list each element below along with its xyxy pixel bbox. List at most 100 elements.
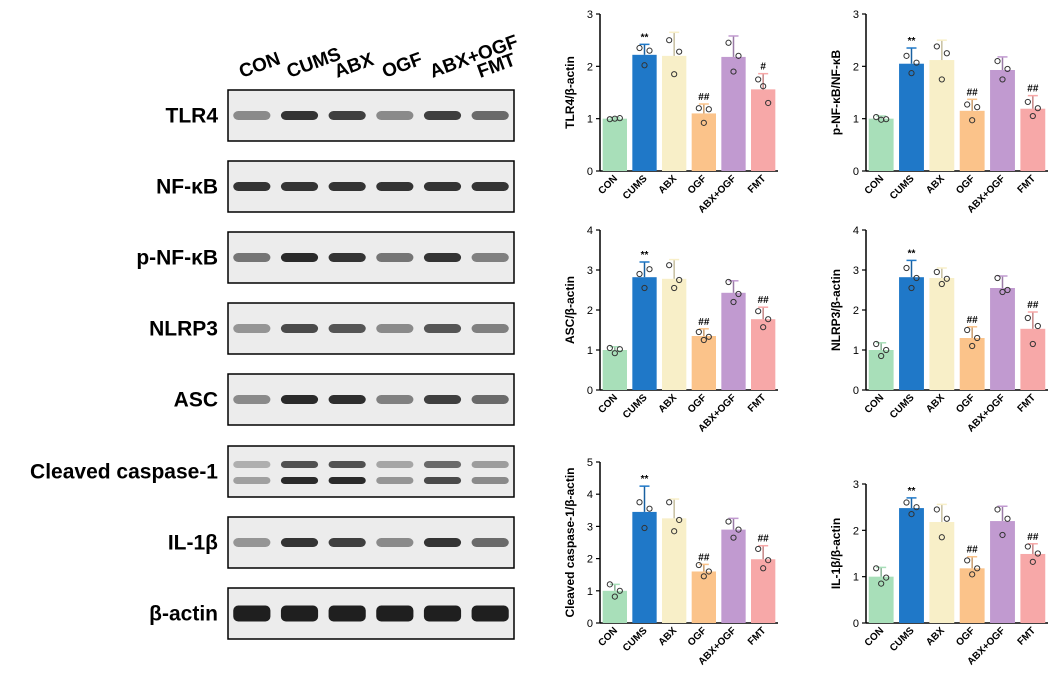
data-point <box>873 565 880 572</box>
significance-cums: ** <box>908 486 916 497</box>
blot-band <box>280 538 319 547</box>
data-point <box>671 71 678 78</box>
x-tick-label-ogf: OGF <box>954 173 977 196</box>
x-tick-label-con: CON <box>863 392 887 416</box>
x-tick-label-cums: CUMS <box>888 392 917 421</box>
data-point <box>994 506 1001 513</box>
data-point <box>943 50 950 57</box>
data-point <box>666 37 673 44</box>
data-point <box>969 571 976 578</box>
y-tick-label: 3 <box>853 265 859 277</box>
significance-cums: ** <box>641 32 649 43</box>
data-point <box>999 288 1006 296</box>
y-tick-label: 2 <box>587 61 593 73</box>
data-point <box>641 62 648 69</box>
blot-band <box>471 324 509 333</box>
data-point <box>913 59 920 66</box>
data-point <box>671 284 678 292</box>
blot-band <box>280 324 319 333</box>
data-point <box>611 593 618 600</box>
data-point <box>700 573 707 580</box>
y-tick-label: 4 <box>853 225 859 237</box>
data-point <box>616 587 623 594</box>
bar-abx <box>662 518 687 623</box>
blot-band <box>328 253 366 262</box>
bar-cums <box>632 54 657 171</box>
x-tick-label-abx: ABX <box>657 173 680 196</box>
data-point <box>606 581 613 588</box>
data-point <box>883 346 890 354</box>
data-point <box>883 116 890 123</box>
data-point <box>725 278 732 286</box>
bar-abx-ogf <box>990 69 1015 171</box>
bar-con <box>602 350 627 390</box>
blot-row-asc: ASC <box>174 373 515 426</box>
data-point <box>908 511 915 518</box>
data-point <box>676 48 683 55</box>
data-point <box>873 340 880 348</box>
blot-band <box>233 111 271 120</box>
data-point <box>676 516 683 524</box>
x-tick-label-fmt: FMT <box>1016 173 1038 195</box>
blot-band <box>423 253 462 262</box>
data-point <box>943 515 950 522</box>
y-tick-label: 2 <box>853 305 859 317</box>
data-point <box>700 336 707 344</box>
significance-fmt: ## <box>758 534 770 545</box>
data-point <box>636 270 643 278</box>
data-point <box>755 76 762 83</box>
blot-membrane <box>227 160 515 213</box>
lane-label-con: CON <box>236 49 283 83</box>
bar-abx <box>662 278 687 390</box>
blot-row-cleaved-caspase-1: Cleaved caspase-1 <box>30 445 515 498</box>
data-point <box>974 334 981 342</box>
data-point <box>969 117 976 124</box>
blot-band <box>328 324 366 333</box>
data-point <box>1024 543 1031 550</box>
blot-band <box>233 253 271 262</box>
bar-ogf <box>959 110 985 171</box>
data-point <box>765 316 772 323</box>
x-tick-label-fmt: FMT <box>746 173 768 195</box>
blot-band <box>280 253 319 262</box>
data-point <box>616 115 623 122</box>
blot-band <box>423 461 462 468</box>
x-tick-label-con: CON <box>863 173 887 197</box>
blot-membrane <box>227 231 515 284</box>
blot-band <box>328 477 366 484</box>
data-point <box>641 524 648 532</box>
data-point <box>636 44 643 52</box>
data-point <box>735 290 742 298</box>
x-tick-label-cums: CUMS <box>621 173 650 202</box>
significance-fmt: ## <box>758 295 770 306</box>
blot-band <box>376 111 414 120</box>
blot-membrane <box>227 89 515 142</box>
bar-fmt <box>1020 553 1046 623</box>
data-point <box>1029 558 1036 565</box>
blot-band <box>280 461 319 468</box>
blot-label-cleaved-caspase-1: Cleaved caspase-1 <box>30 461 218 484</box>
data-point <box>760 565 767 572</box>
significance-ogf: ## <box>967 315 979 326</box>
significance-fmt: ## <box>1027 84 1039 95</box>
data-point <box>755 545 762 553</box>
y-tick-label: 3 <box>853 9 859 21</box>
data-point <box>730 534 737 541</box>
data-point <box>933 268 940 276</box>
data-point <box>725 518 732 525</box>
data-point <box>765 557 772 564</box>
blot-band <box>280 395 319 404</box>
y-tick-label: 1 <box>853 345 859 357</box>
blot-band <box>423 324 462 333</box>
blot-band <box>423 538 462 547</box>
bar-cums <box>632 277 657 390</box>
data-point <box>606 344 613 352</box>
data-point <box>671 528 678 535</box>
data-point <box>641 284 648 292</box>
data-point <box>974 104 981 111</box>
blot-membrane <box>227 373 515 426</box>
blot-band <box>376 538 414 547</box>
bar-abx-ogf <box>721 292 746 390</box>
